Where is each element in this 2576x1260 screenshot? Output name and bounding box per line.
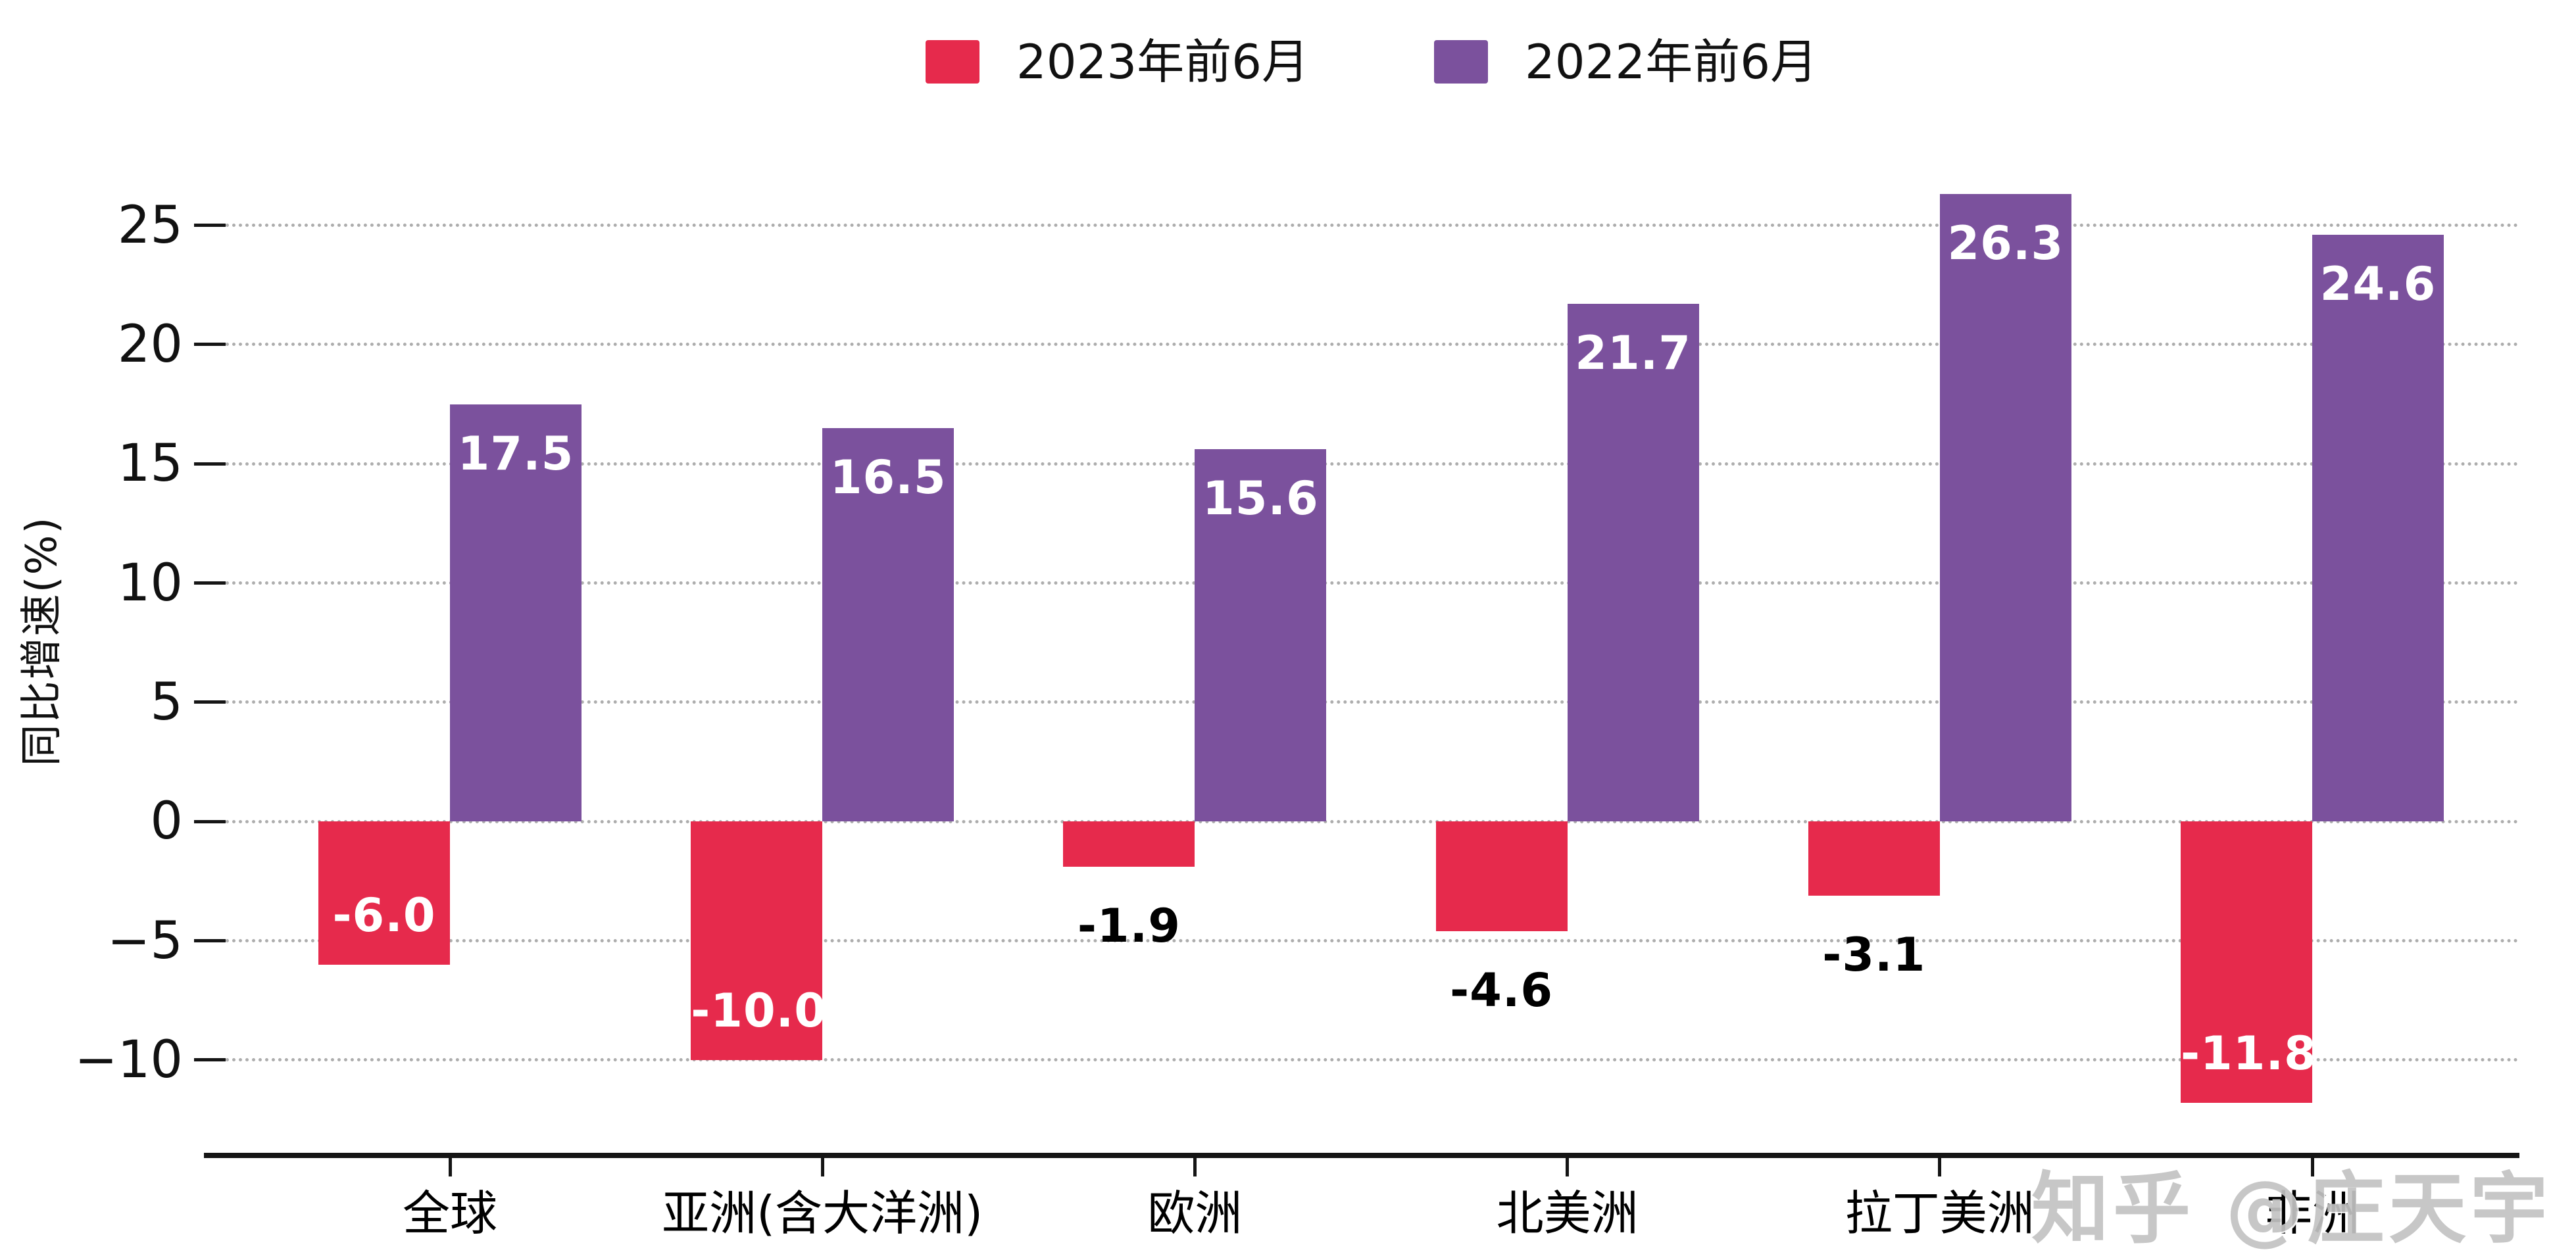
- bar-s1-c3: [1567, 304, 1699, 822]
- legend-label-2023: 2023年前6月: [1016, 34, 1309, 89]
- x-tick-label-c4: 拉丁美洲: [1845, 1186, 2035, 1241]
- x-tick-mark-c1: [820, 1158, 824, 1176]
- legend-label-2022: 2022年前6月: [1525, 34, 1818, 89]
- y-tick-mark-25: [194, 224, 226, 228]
- y-tick-mark-0: [194, 819, 226, 823]
- legend-swatch-2022-icon: [1434, 40, 1488, 84]
- bar-value-label-s0-c1: -10.0: [691, 983, 827, 1038]
- gridline-y-0: [226, 819, 2519, 823]
- legend-swatch-2023-icon: [925, 40, 979, 84]
- x-tick-label-c1: 亚洲(含大洋洲): [662, 1186, 983, 1241]
- bar-s1-c0: [450, 404, 582, 822]
- legend-item-2022: 2022年前6月: [1434, 38, 1818, 85]
- bar-value-label-s0-c5: -11.8: [2181, 1027, 2317, 1081]
- x-tick-mark-c0: [448, 1158, 452, 1176]
- legend: 2023年前6月 2022年前6月: [224, 38, 2519, 85]
- watermark: 知乎 @庄天宇: [2031, 1163, 2552, 1254]
- bar-value-label-s0-c0: -6.0: [332, 888, 436, 942]
- gridline-y-25: [226, 224, 2519, 228]
- gridline-y-15: [226, 462, 2519, 466]
- x-tick-label-c0: 全球: [402, 1186, 497, 1241]
- gridline-y-20: [226, 343, 2519, 347]
- bar-value-label-s1-c3: 21.7: [1575, 326, 1691, 381]
- y-tick-label-0: 0: [150, 792, 183, 852]
- x-tick-mark-c5: [2310, 1158, 2314, 1176]
- x-tick-label-c5: 非洲: [2264, 1186, 2360, 1241]
- bar-value-label-s1-c0: 17.5: [457, 426, 574, 481]
- y-tick-mark--10: [194, 1058, 226, 1062]
- gridline-y-10: [226, 581, 2519, 585]
- bar-s0-c2: [1063, 821, 1195, 867]
- legend-item-2023: 2023年前6月: [925, 34, 1309, 89]
- x-tick-mark-c3: [1566, 1158, 1570, 1176]
- y-tick-label-5: 5: [150, 672, 183, 732]
- x-tick-label-c3: 北美洲: [1496, 1186, 1639, 1241]
- bar-s1-c4: [1939, 194, 2071, 822]
- y-tick-label-15: 15: [117, 434, 183, 494]
- gridline-y--5: [226, 939, 2519, 943]
- bar-value-label-s1-c5: 24.6: [2319, 257, 2437, 312]
- bar-s0-c5: [2181, 821, 2312, 1103]
- x-tick-label-c2: 欧洲: [1147, 1186, 1243, 1241]
- bar-s1-c1: [822, 427, 954, 822]
- y-tick-mark-20: [194, 343, 226, 347]
- bar-value-label-s1-c1: 16.5: [830, 450, 947, 504]
- bar-value-label-s1-c4: 26.3: [1947, 216, 2064, 271]
- bar-value-label-s0-c4: -3.1: [1822, 927, 1926, 982]
- y-tick-label--10: −10: [74, 1030, 183, 1090]
- gridline-y--10: [226, 1058, 2519, 1062]
- y-tick-label-20: 20: [117, 314, 183, 374]
- bar-s0-c4: [1808, 821, 1940, 896]
- x-axis-line: [204, 1153, 2519, 1158]
- x-tick-mark-c4: [1938, 1158, 1942, 1176]
- bar-s0-c1: [691, 821, 823, 1060]
- y-axis-title: 同比增速(%): [18, 516, 66, 767]
- y-tick-label--5: −5: [107, 911, 183, 971]
- bar-s0-c0: [318, 821, 450, 965]
- bar-s1-c5: [2312, 235, 2444, 822]
- y-tick-label-25: 25: [117, 195, 183, 255]
- y-tick-label-10: 10: [117, 553, 183, 613]
- y-tick-mark-10: [194, 581, 226, 585]
- gridline-y-5: [226, 700, 2519, 704]
- bar-value-label-s0-c3: -4.6: [1450, 963, 1554, 1018]
- y-tick-mark-5: [194, 700, 226, 704]
- y-tick-mark-15: [194, 462, 226, 466]
- bar-s0-c3: [1435, 821, 1568, 932]
- bar-s1-c2: [1195, 449, 1327, 822]
- bar-value-label-s1-c2: 15.6: [1202, 472, 1319, 526]
- x-tick-mark-c2: [1193, 1158, 1197, 1176]
- y-tick-mark--5: [194, 939, 226, 943]
- bar-value-label-s0-c2: -1.9: [1077, 899, 1181, 954]
